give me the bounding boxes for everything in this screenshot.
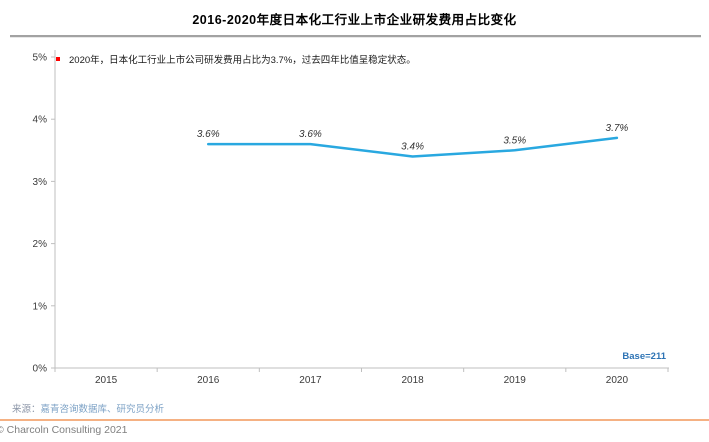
x-tick-label: 2016 <box>197 375 220 386</box>
x-tick-label: 2019 <box>504 375 527 386</box>
annotation-text: 2020年，日本化工行业上市公司研发费用占比为3.7%，过去四年比值呈稳定状态。 <box>69 55 416 66</box>
y-tick-label: 3% <box>33 177 48 188</box>
source-text: 嘉青咨询数据库、研究员分析 <box>40 404 165 415</box>
source-line: 来源：嘉青咨询数据库、研究员分析 <box>12 401 164 415</box>
data-point-label: 3.5% <box>503 135 526 146</box>
base-note: Base=211 <box>622 351 666 362</box>
y-tick-label: 0% <box>33 364 48 375</box>
x-tick-label: 2018 <box>401 375 424 386</box>
data-point-label: 3.4% <box>401 142 424 153</box>
x-tick-label: 2017 <box>299 375 322 386</box>
source-label: 来源： <box>12 404 41 415</box>
y-tick-label: 2% <box>33 239 48 250</box>
data-point-label: 3.6% <box>299 129 322 140</box>
accent-rule <box>0 419 709 421</box>
x-tick-label: 2020 <box>606 375 629 386</box>
data-point-label: 3.6% <box>197 129 220 140</box>
data-line <box>207 136 619 158</box>
annotation: 2020年，日本化工行业上市公司研发费用占比为3.7%，过去四年比值呈稳定状态。 <box>56 52 416 66</box>
data-point-label: 3.7% <box>606 123 629 134</box>
x-tick-label: 2015 <box>95 375 118 386</box>
y-tick-label: 4% <box>33 115 48 126</box>
title-divider <box>10 35 701 38</box>
bullet-icon <box>56 57 60 61</box>
y-tick-label: 5% <box>33 53 48 64</box>
copyright: © Charcoln Consulting 2021 <box>0 424 128 436</box>
page-title: 2016-2020年度日本化工行业上市企业研发费用占比变化 <box>192 13 517 27</box>
y-tick-label: 1% <box>33 301 48 312</box>
